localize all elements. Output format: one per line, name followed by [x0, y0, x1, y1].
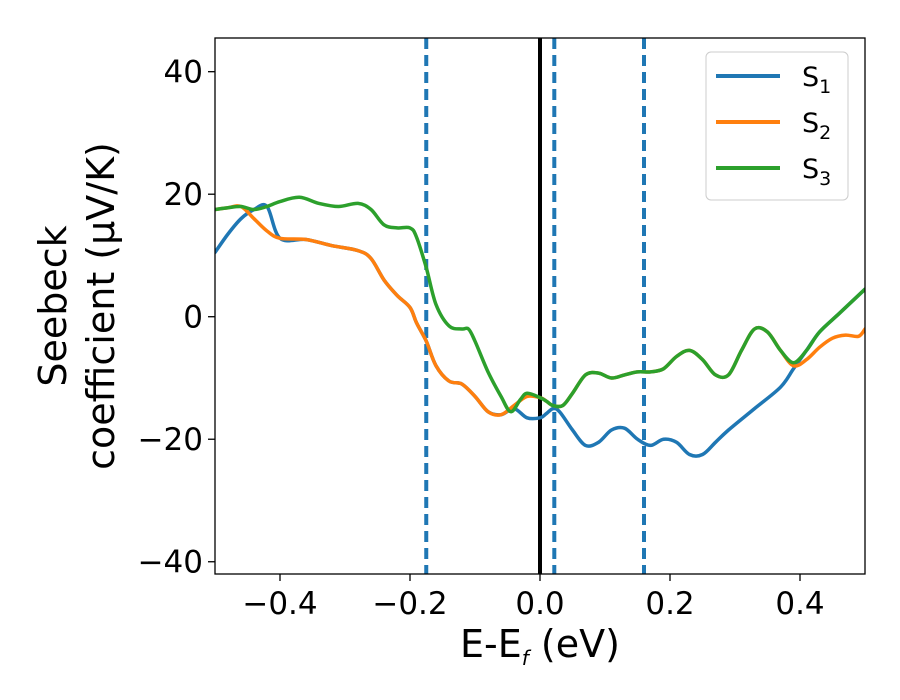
- series-line-s3: [215, 195, 865, 414]
- x-tick-label: −0.2: [372, 586, 447, 622]
- reference-lines: [424, 38, 646, 574]
- x-axis-label-unit: (eV): [529, 622, 620, 666]
- legend-label-s2: S2: [802, 108, 831, 144]
- x-tick-label: 0.4: [775, 586, 824, 622]
- legend-box: [705, 51, 849, 201]
- y-tick-label: 40: [164, 55, 203, 91]
- legend-label-s3: S3: [802, 154, 831, 190]
- x-axis-ticks: −0.4 −0.2 0.0 0.2 0.4: [242, 574, 825, 622]
- x-tick-label: 0.0: [515, 586, 564, 622]
- x-tick-label: 0.2: [645, 586, 694, 622]
- y-axis-label-line1: Seebeck: [31, 225, 75, 386]
- y-tick-label: 0: [183, 300, 203, 336]
- y-tick-label: −40: [138, 545, 203, 581]
- legend-items: S1 S2 S3: [716, 62, 831, 190]
- x-axis-label-main: E-E: [460, 622, 522, 666]
- x-axis-label-sub: f: [522, 646, 532, 670]
- x-tick-label: −0.4: [242, 586, 317, 622]
- y-axis-label: Seebeck coefficient (μV/K): [31, 142, 123, 470]
- x-axis-label: E-Ef (eV): [460, 622, 620, 670]
- y-tick-label: −20: [138, 422, 203, 458]
- series-lines: [215, 195, 865, 458]
- legend: S1 S2 S3: [705, 51, 849, 201]
- y-axis-label-line2: coefficient (μV/K): [79, 142, 123, 470]
- y-axis-ticks: −40 −20 0 20 40: [138, 55, 215, 581]
- y-tick-label: 20: [164, 177, 203, 213]
- legend-label-s1: S1: [802, 62, 831, 98]
